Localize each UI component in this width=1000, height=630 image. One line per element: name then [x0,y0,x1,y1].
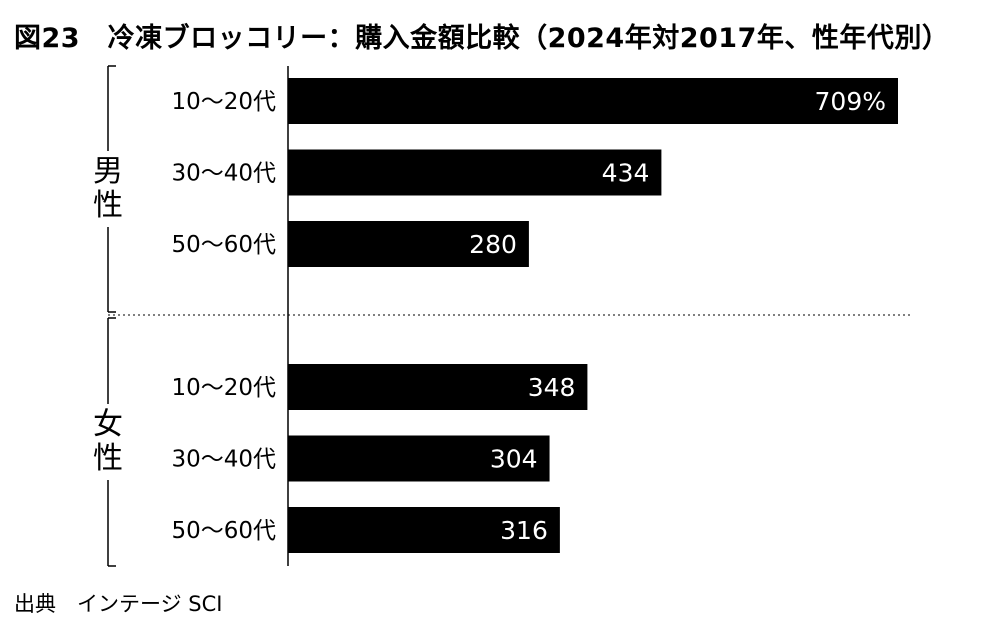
bar [288,435,550,482]
category-label: 10〜20代 [171,375,276,401]
data-label: 280 [469,230,517,259]
data-label: 434 [602,159,650,188]
group-label: 性 [93,188,123,223]
category-label: 30〜40代 [171,447,276,473]
category-label: 50〜60代 [171,232,276,258]
category-label: 50〜60代 [171,518,276,544]
group-label: 性 [93,441,123,476]
bar [288,78,898,124]
category-label: 10〜20代 [171,89,276,115]
group-label-bg [90,151,126,227]
bar [288,221,529,267]
data-label: 709% [815,87,886,116]
group-label: 女 [93,407,123,442]
category-label: 30〜40代 [171,161,276,187]
group-label: 男 [93,154,123,189]
chart-title: 図23 冷凍ブロッコリー：購入金額比較（2024年対2017年、性年代別） [14,23,950,54]
data-label: 304 [490,445,538,474]
data-label: 348 [528,373,576,402]
data-label: 316 [500,516,548,545]
bar [288,149,662,196]
bar [288,507,560,553]
bar [288,364,588,410]
source-note: 出典 インテージ SCI [14,592,223,616]
group-label-bg [90,404,126,480]
